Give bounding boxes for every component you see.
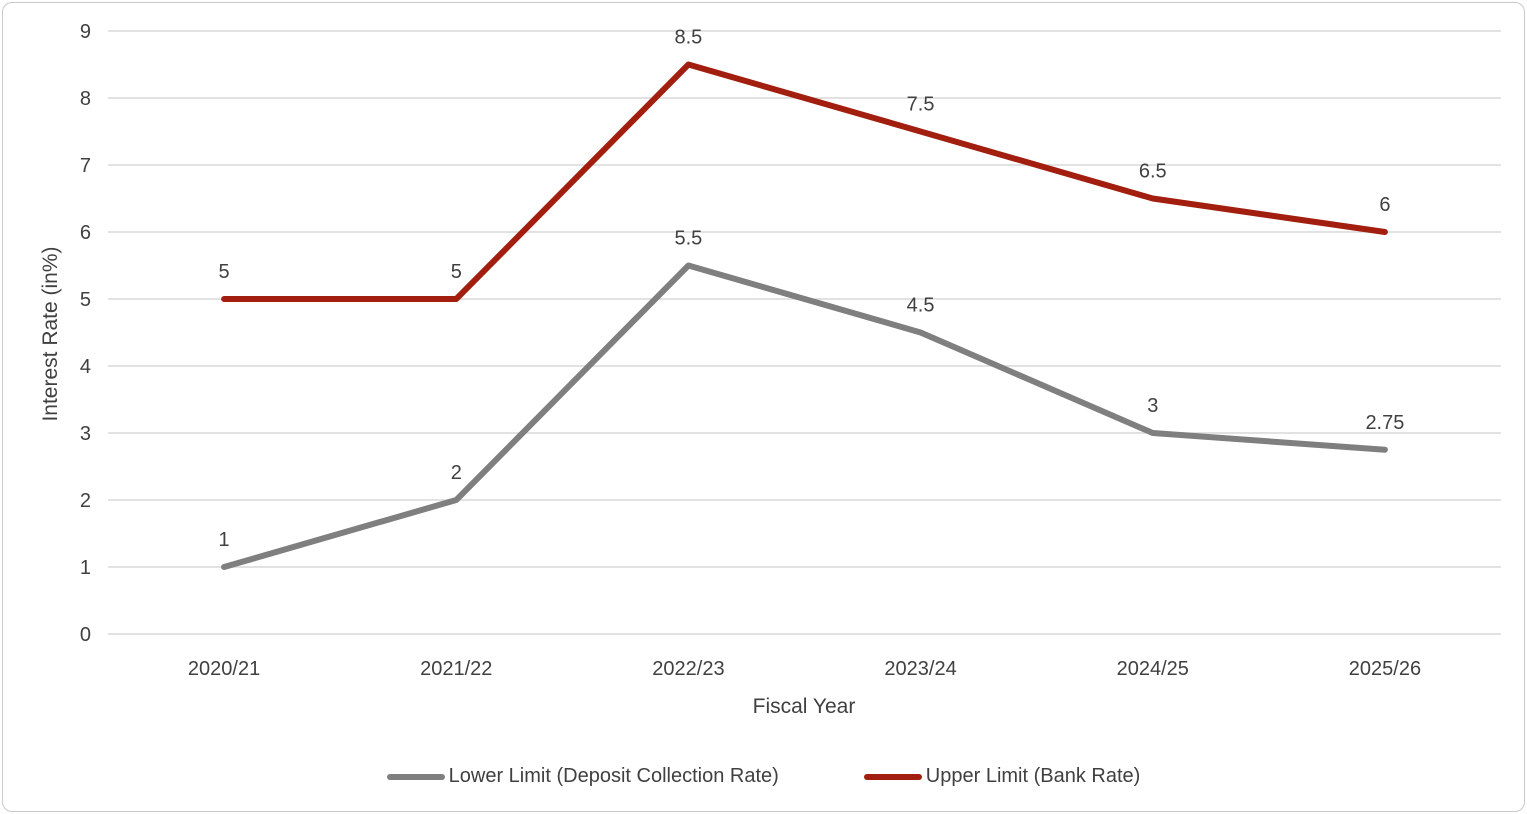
x-tick-label: 2020/21	[188, 658, 260, 680]
y-tick-label: 2	[80, 490, 91, 512]
series-line-upper-limit	[221, 61, 1388, 302]
legend-line-sample-lower-limit	[386, 773, 445, 780]
data-label-upper-limit: 7.5	[907, 94, 935, 116]
legend-label-lower-limit: Lower Limit (Deposit Collection Rate)	[448, 765, 779, 787]
y-tick-label: 0	[80, 624, 91, 646]
y-tick-label: 4	[80, 356, 91, 378]
y-tick-label: 6	[80, 222, 91, 244]
legend-label-upper-limit: Upper Limit (Bank Rate)	[925, 765, 1141, 787]
data-label-lower-limit: 4.5	[907, 295, 935, 317]
data-label-lower-limit: 2.75	[1365, 412, 1404, 434]
data-label-upper-limit: 6.5	[1139, 161, 1167, 183]
line-chart-plot: 0 1 2 3 4 5 6 7 8 9 2020/21 2021/22 2022/23 2023/24 20…	[80, 21, 1501, 680]
x-tick-label: 2023/24	[884, 658, 956, 680]
legend: Lower Limit (Deposit Collection Rate) Up…	[3, 765, 1524, 788]
data-label-lower-limit: 1	[219, 529, 230, 551]
y-tick-label: 7	[80, 155, 91, 177]
x-tick-label: 2022/23	[652, 658, 724, 680]
data-label-lower-limit: 5.5	[675, 228, 703, 250]
data-label-upper-limit: 5	[451, 261, 462, 283]
y-tick-label: 8	[80, 88, 91, 110]
data-label-lower-limit: 3	[1147, 395, 1158, 417]
y-tick-label: 1	[80, 557, 91, 579]
x-axis-title: Fiscal Year	[752, 695, 856, 718]
data-label-upper-limit: 5	[219, 261, 230, 283]
x-tick-label: 2021/22	[420, 658, 492, 680]
legend-item-upper-limit: Upper Limit (Bank Rate)	[863, 765, 1141, 788]
y-tick-label: 9	[80, 21, 91, 43]
series-line-lower-limit	[221, 262, 1388, 570]
legend-item-lower-limit: Lower Limit (Deposit Collection Rate)	[386, 765, 779, 788]
data-label-upper-limit: 6	[1379, 194, 1390, 216]
data-label-upper-limit: 8.5	[675, 27, 703, 49]
legend-line-sample-upper-limit	[863, 773, 922, 780]
x-tick-label: 2024/25	[1117, 658, 1189, 680]
y-axis-title: Interest Rate (in%)	[39, 246, 62, 422]
y-tick-label: 5	[80, 289, 91, 311]
data-label-lower-limit: 2	[451, 462, 462, 484]
y-tick-label: 3	[80, 423, 91, 445]
x-tick-label: 2025/26	[1349, 658, 1421, 680]
